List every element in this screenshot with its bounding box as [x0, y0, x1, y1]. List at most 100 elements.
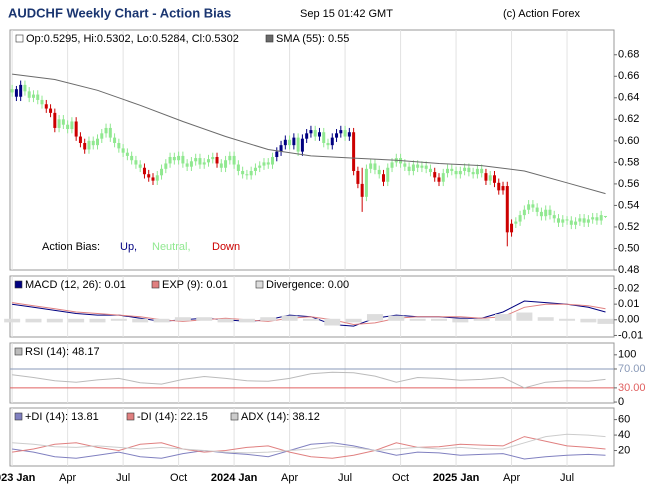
candle-body	[437, 177, 441, 182]
candle-body	[172, 156, 176, 161]
candle-body	[492, 175, 496, 183]
histogram-bar	[46, 318, 63, 323]
x-tick-label: 2024 Jan	[211, 472, 258, 484]
histogram-bar	[473, 318, 490, 321]
candle-body	[420, 165, 424, 168]
histogram-bar	[132, 318, 149, 323]
legend-label: RSI (14): 48.17	[25, 346, 100, 358]
bias-legend-title: Action Bias:	[42, 241, 100, 253]
series-line	[12, 433, 606, 454]
candle-body	[428, 168, 432, 173]
bias-legend-label: Neutral,	[152, 241, 191, 253]
candle-body	[544, 209, 548, 217]
histogram-bar	[238, 318, 255, 323]
candle-body	[531, 204, 535, 208]
x-tick-label: 2025 Jan	[433, 472, 480, 484]
y-tick-label: 60	[618, 414, 630, 426]
legend-label: MACD (12, 26): 0.01	[25, 279, 126, 291]
candle-body	[151, 177, 155, 181]
candle-body	[595, 217, 599, 221]
candle-body	[300, 138, 304, 152]
candle-body	[488, 175, 492, 181]
candle-body	[360, 183, 364, 197]
candle-body	[168, 156, 172, 164]
candle-body	[403, 163, 407, 167]
candle-body	[23, 84, 27, 92]
candle-body	[535, 207, 539, 212]
candle-body	[501, 186, 505, 191]
histogram-bar	[388, 315, 405, 321]
candle-body	[497, 182, 501, 191]
y-tick-label: 0.64	[618, 92, 639, 104]
candle-body	[450, 168, 454, 171]
candle-body	[343, 130, 347, 137]
series-line	[12, 302, 606, 326]
y-tick-label: 40	[618, 429, 630, 441]
candle-body	[561, 219, 565, 223]
legend-swatch	[14, 280, 23, 289]
candle-body	[326, 143, 330, 146]
candle-body	[177, 155, 181, 161]
candle-body	[117, 143, 121, 149]
histogram-bar	[89, 318, 106, 323]
histogram-bar	[409, 318, 426, 321]
x-tick-label: Jul	[338, 472, 352, 484]
candle-body	[134, 160, 138, 165]
y-tick-label: 30.00	[618, 382, 646, 394]
candle-body	[386, 167, 390, 182]
candle-body	[441, 173, 445, 182]
candle-body	[557, 218, 561, 223]
panel-frame	[9, 342, 615, 404]
candle-body	[27, 91, 31, 98]
candle-body	[433, 172, 437, 178]
candle-body	[36, 94, 40, 100]
bias-legend-label: Up,	[120, 241, 137, 253]
sma-line	[12, 73, 606, 195]
candle-body	[142, 167, 146, 175]
candle-body	[262, 162, 266, 166]
candle-body	[10, 89, 14, 93]
candle-body	[591, 217, 595, 220]
legend-label: SMA (55): 0.55	[276, 33, 349, 45]
candle-body	[458, 170, 462, 175]
candle-body	[454, 170, 458, 175]
series-line	[12, 442, 606, 460]
candle-body	[236, 164, 240, 171]
candle-body	[574, 221, 578, 225]
histogram-bar	[495, 314, 512, 321]
y-tick-label: 0	[618, 396, 624, 408]
histogram-bar	[559, 318, 576, 321]
histogram-bar	[537, 317, 554, 321]
candle-body	[381, 174, 385, 182]
candle-body	[275, 151, 279, 157]
legend-swatch	[265, 34, 274, 43]
candle-body	[206, 159, 210, 163]
candle-body	[104, 127, 108, 134]
y-tick-label: 0.58	[618, 156, 639, 168]
credit: (c) Action Forex	[503, 8, 581, 20]
legend-swatch	[230, 412, 239, 421]
candle-body	[228, 155, 232, 161]
x-tick-label: Jul	[116, 472, 130, 484]
candle-body	[245, 174, 249, 176]
candle-body	[313, 130, 317, 137]
candle-body	[100, 133, 104, 139]
x-tick-label: 2023 Jan	[0, 472, 36, 484]
candle-body	[232, 155, 236, 165]
legend-swatch	[15, 34, 24, 43]
candle-body	[279, 145, 283, 152]
x-tick-label: Oct	[170, 472, 187, 484]
chart-title: AUDCHF Weekly Chart - Action Bias	[8, 5, 231, 20]
series-line	[12, 436, 606, 459]
histogram-bar	[302, 318, 319, 321]
histogram-bar	[580, 318, 597, 323]
candle-body	[70, 121, 74, 130]
histogram-bar	[516, 312, 533, 321]
candle-body	[569, 220, 573, 225]
legend-label: EXP (9): 0.01	[162, 279, 228, 291]
candle-body	[61, 119, 65, 125]
y-tick-label: 0.54	[618, 199, 639, 211]
candle-body	[578, 218, 582, 222]
candle-body	[241, 170, 245, 175]
candle-body	[586, 219, 590, 223]
